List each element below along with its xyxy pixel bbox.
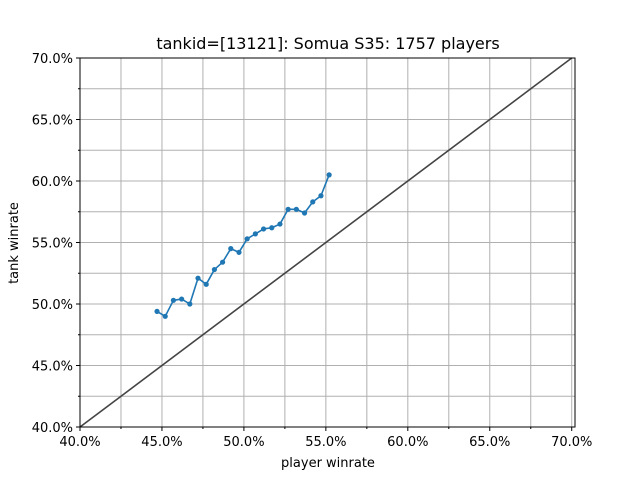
- data-point: [236, 249, 242, 255]
- data-point: [326, 172, 332, 178]
- x-tick-label: 45.0%: [141, 435, 182, 450]
- data-point: [269, 225, 275, 231]
- y-tick-label: 50.0%: [32, 298, 73, 313]
- x-tick-label: 65.0%: [469, 435, 510, 450]
- x-tick-label: 70.0%: [551, 435, 592, 450]
- data-point: [162, 313, 168, 319]
- y-tick-label: 45.0%: [32, 360, 73, 375]
- reference-line: [79, 57, 573, 428]
- data-point: [203, 281, 209, 287]
- data-point: [260, 226, 267, 232]
- ticks: 40.0% 45.0% 50.0% 55.0% 60.0% 65.0% 70.0% 40.0%…: [32, 52, 593, 450]
- data-point: [154, 308, 160, 314]
- data-point: [277, 221, 283, 227]
- x-tick-label: 50.0%: [223, 435, 264, 450]
- data-point: [318, 193, 324, 199]
- data-point: [228, 246, 234, 252]
- data-point: [301, 210, 308, 216]
- x-axis-label: player winrate: [281, 456, 375, 471]
- x-tick-label: 60.0%: [387, 435, 428, 450]
- data-point: [219, 259, 226, 265]
- data-point: [293, 206, 299, 212]
- chart-title: tankid=[13121]: Somua S35: 1757 players: [156, 34, 499, 53]
- data-point: [285, 206, 291, 212]
- data-point: [211, 266, 218, 273]
- data-point: [179, 296, 185, 302]
- data-point: [170, 297, 177, 303]
- y-tick-label: 65.0%: [32, 114, 73, 129]
- y-tick-label: 60.0%: [32, 175, 73, 190]
- y-tick-label: 70.0%: [32, 52, 73, 67]
- y-tick-label: 55.0%: [32, 237, 73, 252]
- data-point: [244, 236, 250, 242]
- series-group: [154, 172, 332, 319]
- x-tick-label: 55.0%: [305, 435, 346, 450]
- x-tick-label: 40.0%: [59, 435, 100, 450]
- y-axis-label: tank winrate: [7, 202, 22, 284]
- reference-line-group: [79, 57, 573, 428]
- data-point: [195, 275, 201, 281]
- data-point: [310, 199, 316, 205]
- data-point: [187, 301, 193, 307]
- series-line: [156, 174, 330, 318]
- data-point: [252, 231, 258, 237]
- y-tick-label: 40.0%: [32, 421, 73, 436]
